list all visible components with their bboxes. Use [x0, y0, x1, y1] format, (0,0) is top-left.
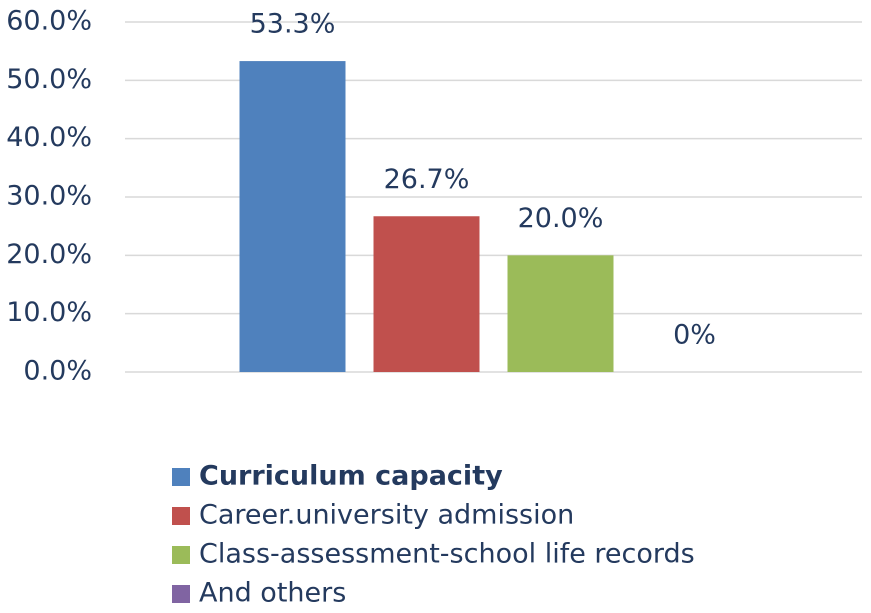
bar: [373, 216, 480, 372]
legend-swatch: [172, 507, 190, 525]
bar: [507, 255, 614, 372]
legend-label: Curriculum capacity: [199, 461, 503, 492]
y-tick-label: 10.0%: [6, 297, 92, 328]
y-tick-label: 20.0%: [6, 239, 92, 270]
value-label: 53.3%: [250, 9, 336, 40]
legend-swatch: [172, 585, 190, 603]
value-label: 20.0%: [518, 203, 604, 234]
legend-label: Career.university admission: [199, 500, 574, 531]
value-label: 0%: [673, 320, 716, 351]
bar: [239, 61, 346, 372]
y-tick-label: 0.0%: [23, 356, 92, 387]
y-tick-label: 40.0%: [6, 122, 92, 153]
legend-swatch: [172, 546, 190, 564]
legend-swatch: [172, 468, 190, 486]
legend-label: Class-assessment-school life records: [199, 539, 695, 570]
y-tick-label: 60.0%: [6, 6, 92, 37]
y-tick-label: 50.0%: [6, 64, 92, 95]
legend-label: And others: [199, 578, 346, 609]
y-tick-label: 30.0%: [6, 181, 92, 212]
value-label: 26.7%: [384, 164, 470, 195]
